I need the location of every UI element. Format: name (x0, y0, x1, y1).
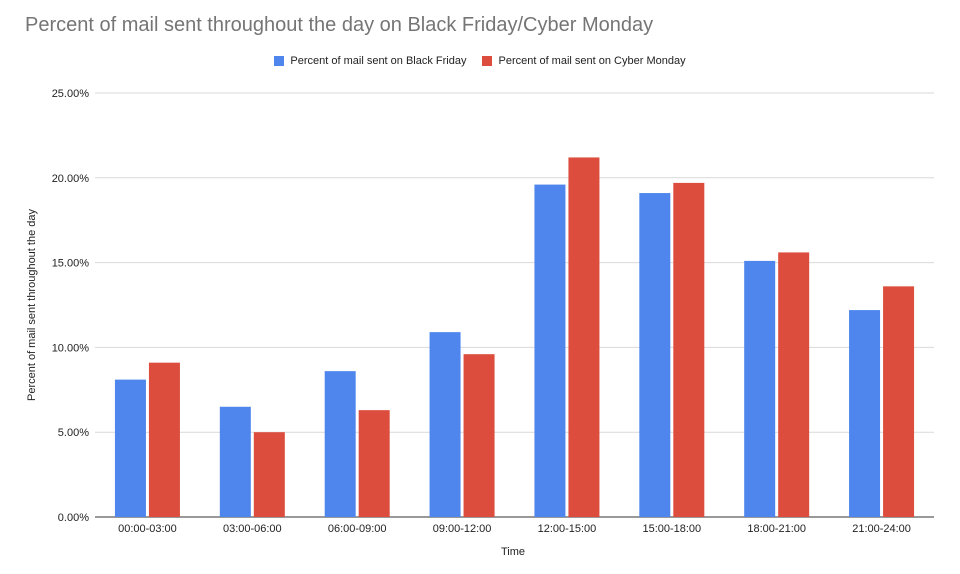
legend-label-cyber-monday: Percent of mail sent on Cyber Monday (498, 55, 686, 67)
x-axis-label: Time (500, 546, 526, 558)
x-tick-label: 18:00-21:00 (747, 523, 806, 535)
bar-black-friday (639, 193, 671, 517)
bar-cyber-monday (148, 362, 180, 517)
bar-cyber-monday (673, 182, 705, 517)
x-tick-label: 09:00-12:00 (433, 523, 492, 535)
bar-black-friday (534, 184, 566, 518)
x-tick-label: 12:00-15:00 (538, 523, 597, 535)
bar-cyber-monday (568, 157, 600, 517)
legend-item-cyber-monday[interactable]: Percent of mail sent on Cyber Monday (482, 55, 686, 67)
bar-black-friday (849, 310, 881, 517)
x-tick-label: 21:00-24:00 (852, 523, 911, 535)
legend-label-black-friday: Percent of mail sent on Black Friday (290, 55, 467, 67)
y-tick-label: 0.00% (58, 512, 89, 524)
y-tick-label: 20.00% (52, 173, 90, 185)
bar-cyber-monday (883, 286, 915, 517)
bar-black-friday (114, 379, 146, 517)
legend-swatch-cyber-monday (482, 56, 493, 66)
bar-black-friday (324, 371, 356, 517)
y-tick-label: 5.00% (58, 427, 89, 439)
x-tick-label: 03:00-06:00 (223, 523, 282, 535)
legend-swatch-black-friday (274, 56, 285, 66)
x-tick-label: 00:00-03:00 (118, 523, 177, 535)
legend: Percent of mail sent on Black Friday Per… (0, 55, 960, 67)
bar-cyber-monday (463, 354, 495, 517)
bar-cyber-monday (358, 410, 390, 517)
bar-black-friday (429, 332, 461, 517)
bar-black-friday (219, 406, 251, 517)
x-tick-label: 06:00-09:00 (328, 523, 387, 535)
bar-black-friday (744, 260, 776, 517)
y-tick-label: 10.00% (52, 342, 90, 354)
y-tick-label: 25.00% (52, 88, 90, 100)
bar-cyber-monday (778, 252, 810, 517)
x-tick-label: 15:00-18:00 (642, 523, 701, 535)
bar-cyber-monday (253, 432, 285, 517)
y-tick-label: 15.00% (52, 258, 90, 270)
legend-item-black-friday[interactable]: Percent of mail sent on Black Friday (274, 55, 466, 67)
chart-title: Percent of mail sent throughout the day … (25, 14, 654, 36)
